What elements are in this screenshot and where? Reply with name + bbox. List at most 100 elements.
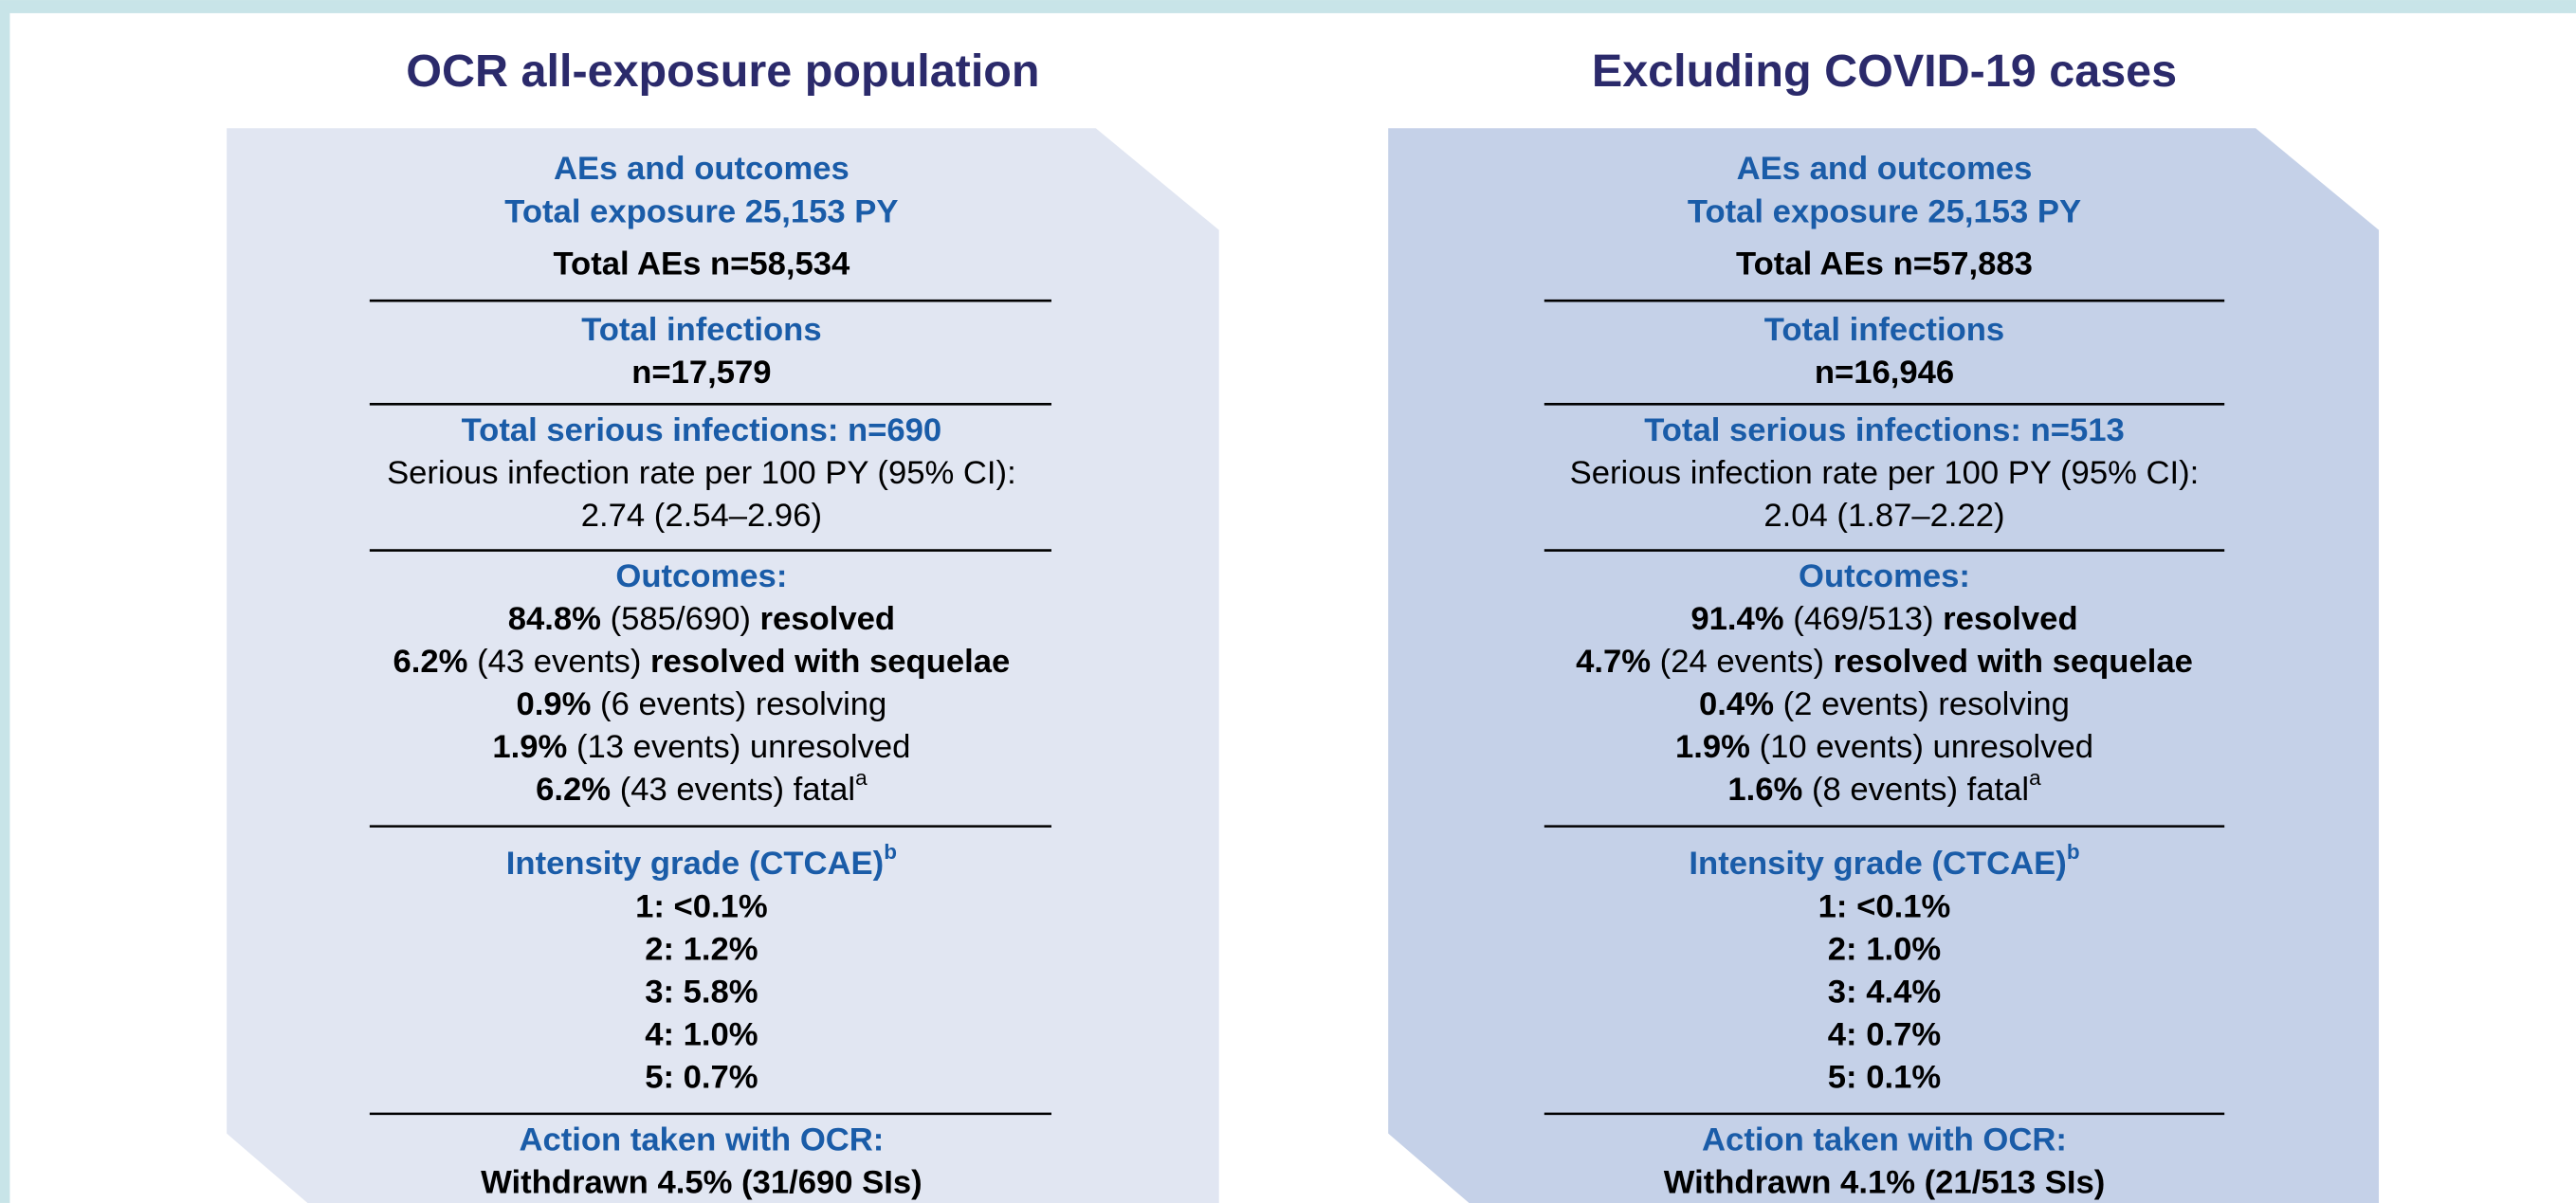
text-line: Total exposure 25,153 PY <box>504 193 898 229</box>
superscript: a <box>855 767 868 791</box>
text-line: Total infections <box>1764 312 2004 348</box>
text-line: Intensity grade (CTCAE)b <box>1689 841 2079 883</box>
text-segment: Withdrawn 4.5% (31/690 SIs) <box>481 1165 923 1201</box>
panel-background <box>1388 128 2380 1203</box>
text-line: Action taken with OCR: <box>1702 1121 2067 1157</box>
text-line: 84.8% (585/690) resolved <box>508 601 895 637</box>
text-segment: (6 events) resolving <box>591 686 886 722</box>
panel-background <box>227 128 1219 1203</box>
text-segment: (585/690) <box>601 601 760 637</box>
text-line: n=17,579 <box>631 355 771 391</box>
text-segment: Outcomes: <box>615 558 787 594</box>
text-segment: 1.6% <box>1727 772 1802 808</box>
text-segment: (24 events) <box>1651 644 1834 680</box>
text-segment: 5: 0.1% <box>1828 1060 1941 1096</box>
text-segment: Serious infection rate per 100 PY (95% C… <box>1570 455 2200 491</box>
text-segment: 1: <0.1% <box>635 888 768 924</box>
text-segment: Total serious infections: n=513 <box>1644 412 2125 448</box>
text-segment: Intensity grade (CTCAE) <box>506 846 884 882</box>
text-line: n=16,946 <box>1815 355 1954 391</box>
text-line: Total AEs n=57,883 <box>1736 246 2033 283</box>
text-segment: 2: 1.2% <box>645 931 758 967</box>
text-line: Withdrawn 4.1% (21/513 SIs) <box>1664 1165 2106 1201</box>
text-segment: resolved with sequelae <box>1834 644 2193 680</box>
text-line: Action taken with OCR: <box>519 1121 884 1157</box>
text-segment: AEs and outcomes <box>1737 151 2033 187</box>
text-line: 5: 0.1% <box>1828 1060 1941 1096</box>
superscript: b <box>2067 841 2080 865</box>
text-segment: 91.4% <box>1690 601 1783 637</box>
text-line: 2: 1.0% <box>1828 931 1941 967</box>
text-segment: (469/513) <box>1784 601 1944 637</box>
text-line: 4: 0.7% <box>1828 1017 1941 1053</box>
text-segment: 0.9% <box>516 686 591 722</box>
text-segment: (43 events) fatal <box>611 772 855 808</box>
text-line: 0.9% (6 events) resolving <box>516 686 886 722</box>
text-segment: 3: 5.8% <box>645 975 758 1011</box>
text-line: 2.74 (2.54–2.96) <box>581 498 822 534</box>
text-line: Total serious infections: n=690 <box>462 412 942 448</box>
superscript: a <box>2029 767 2041 791</box>
text-line: Outcomes: <box>615 558 787 594</box>
text-line: 2.04 (1.87–2.22) <box>1763 498 2004 534</box>
text-segment: 84.8% <box>508 601 601 637</box>
text-line: 91.4% (469/513) resolved <box>1690 601 2077 637</box>
text-segment: Action taken with OCR: <box>1702 1121 2067 1157</box>
text-line: 3: 5.8% <box>645 975 758 1011</box>
text-segment: 4: 1.0% <box>645 1017 758 1053</box>
text-segment: Total AEs n=57,883 <box>1736 246 2033 283</box>
text-line: Outcomes: <box>1799 558 1970 594</box>
text-segment: 6.2% <box>393 644 467 680</box>
text-line: Total AEs n=58,534 <box>553 246 850 283</box>
text-line: Serious infection rate per 100 PY (95% C… <box>387 455 1016 491</box>
text-line: Withdrawn 4.5% (31/690 SIs) <box>481 1165 923 1201</box>
text-line: AEs and outcomes <box>554 151 850 187</box>
text-segment: resolved <box>760 601 896 637</box>
panel-title: OCR all-exposure population <box>406 46 1039 97</box>
text-line: 6.2% (43 events) fatala <box>536 767 868 809</box>
text-segment: 4.7% <box>1576 644 1651 680</box>
text-line: Serious infection rate per 100 PY (95% C… <box>1570 455 2200 491</box>
text-segment: Total infections <box>581 312 821 348</box>
text-segment: AEs and outcomes <box>554 151 850 187</box>
panel-title: Excluding COVID-19 cases <box>1592 46 2177 97</box>
text-line: 1.9% (13 events) unresolved <box>492 729 910 765</box>
text-segment: Total infections <box>1764 312 2004 348</box>
text-line: 0.4% (2 events) resolving <box>1699 686 2070 722</box>
text-segment: 1.9% <box>492 729 567 765</box>
text-line: 3: 4.4% <box>1828 975 1941 1011</box>
text-line: Intensity grade (CTCAE)b <box>506 841 897 883</box>
text-segment: (43 events) <box>467 644 650 680</box>
text-segment: n=16,946 <box>1815 355 1954 391</box>
text-segment: 2: 1.0% <box>1828 931 1941 967</box>
text-segment: (10 events) unresolved <box>1750 729 2093 765</box>
text-segment: Total AEs n=58,534 <box>553 246 850 283</box>
text-line: 2: 1.2% <box>645 931 758 967</box>
text-line: 1: <0.1% <box>1818 888 1951 924</box>
text-line: Total infections <box>581 312 821 348</box>
text-line: 4.7% (24 events) resolved with sequelae <box>1576 644 2193 680</box>
text-line: Total exposure 25,153 PY <box>1688 193 2081 229</box>
text-segment: Intensity grade (CTCAE) <box>1689 846 2066 882</box>
text-segment: Total exposure 25,153 PY <box>1688 193 2081 229</box>
text-segment: 1.9% <box>1675 729 1750 765</box>
text-segment: 4: 0.7% <box>1828 1017 1941 1053</box>
text-segment: resolved with sequelae <box>650 644 1010 680</box>
text-segment: 2.04 (1.87–2.22) <box>1763 498 2004 534</box>
text-segment: Outcomes: <box>1799 558 1970 594</box>
text-segment: n=17,579 <box>631 355 771 391</box>
text-line: 4: 1.0% <box>645 1017 758 1053</box>
text-line: Total serious infections: n=513 <box>1644 412 2125 448</box>
text-segment: (2 events) resolving <box>1774 686 2070 722</box>
text-segment: 6.2% <box>536 772 611 808</box>
text-segment: Action taken with OCR: <box>519 1121 884 1157</box>
text-segment: resolved <box>1943 601 2078 637</box>
text-segment: 2.74 (2.54–2.96) <box>581 498 822 534</box>
text-line: AEs and outcomes <box>1737 151 2033 187</box>
text-line: 1.6% (8 events) fatala <box>1727 767 2041 809</box>
text-line: 1.9% (10 events) unresolved <box>1675 729 2093 765</box>
text-segment: Total serious infections: n=690 <box>462 412 942 448</box>
text-segment: 5: 0.7% <box>645 1060 758 1096</box>
